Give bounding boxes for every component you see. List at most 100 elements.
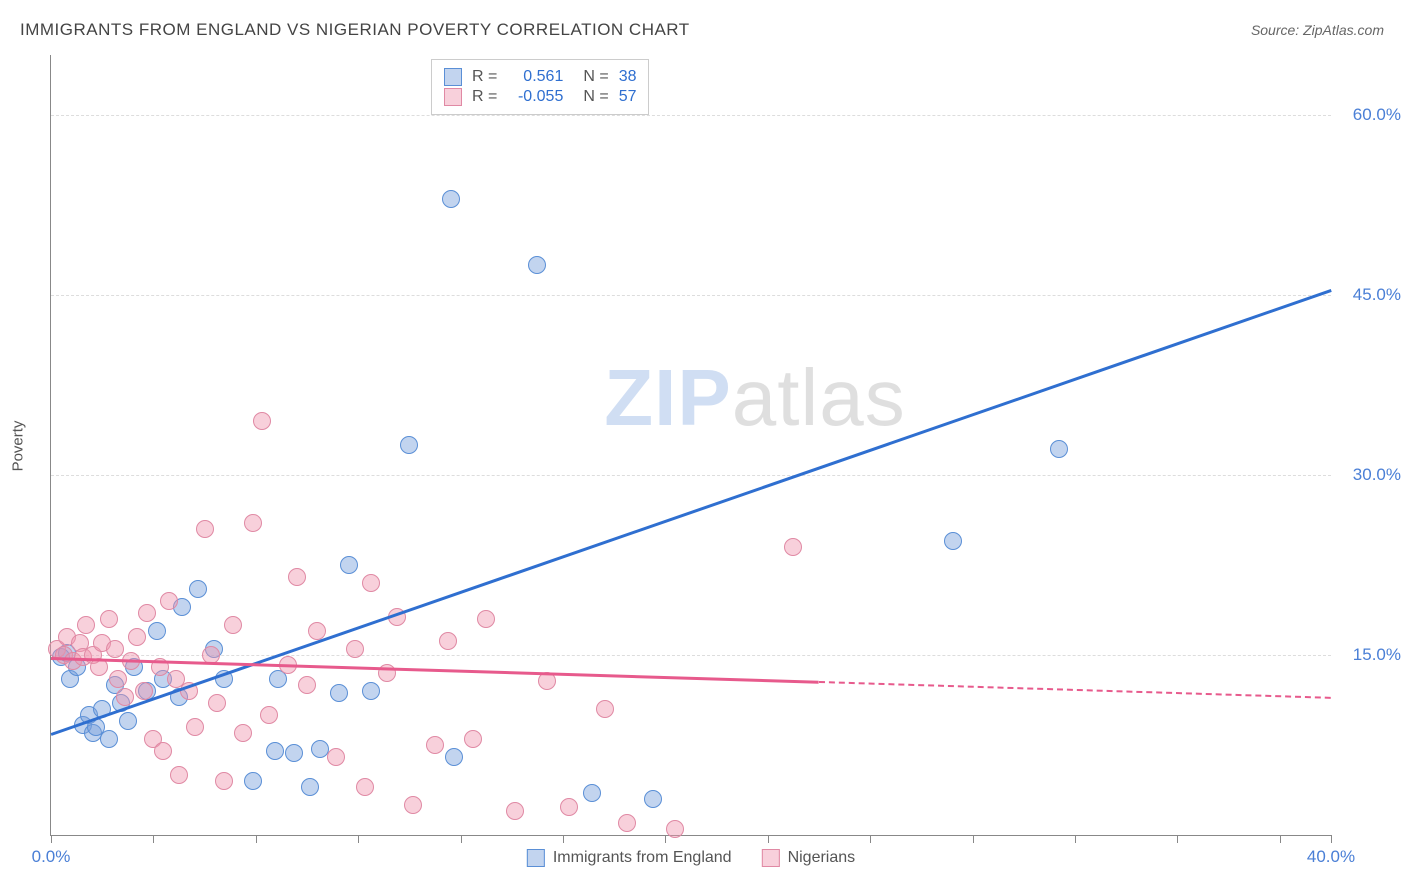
data-point [442, 190, 460, 208]
x-tick [1280, 835, 1281, 843]
data-point [583, 784, 601, 802]
data-point [560, 798, 578, 816]
data-point [160, 592, 178, 610]
legend-n-label: N = [583, 68, 608, 86]
scatter-plot-area: R = 0.561N = 38R = -0.055N = 57 ZIPatlas… [50, 55, 1331, 836]
data-point [944, 532, 962, 550]
gridline [51, 115, 1331, 116]
data-point [215, 772, 233, 790]
data-point [138, 604, 156, 622]
data-point [100, 730, 118, 748]
data-point [77, 616, 95, 634]
data-point [253, 412, 271, 430]
x-tick [1331, 835, 1332, 843]
watermark-bold: ZIP [604, 353, 731, 442]
x-tick [256, 835, 257, 843]
legend-swatch [527, 849, 545, 867]
data-point [244, 772, 262, 790]
data-point [784, 538, 802, 556]
source-name: ZipAtlas.com [1303, 22, 1384, 38]
data-point [298, 676, 316, 694]
data-point [128, 628, 146, 646]
data-point [1050, 440, 1068, 458]
x-tick [461, 835, 462, 843]
y-tick-label: 60.0% [1341, 105, 1401, 125]
legend-n-label: N = [583, 88, 608, 106]
data-point [234, 724, 252, 742]
data-point [288, 568, 306, 586]
x-tick-label: 0.0% [32, 847, 71, 867]
series-legend: Immigrants from England Nigerians [527, 849, 855, 867]
legend-r-value: 0.561 [507, 68, 563, 86]
x-tick [870, 835, 871, 843]
x-tick [1177, 835, 1178, 843]
trend-line [51, 289, 1332, 735]
x-tick [153, 835, 154, 843]
data-point [189, 580, 207, 598]
data-point [148, 622, 166, 640]
legend-n-value: 38 [619, 68, 637, 86]
y-axis-title: Poverty [10, 421, 27, 472]
data-point [644, 790, 662, 808]
data-point [356, 778, 374, 796]
y-tick-label: 30.0% [1341, 465, 1401, 485]
trend-line-extrapolated [819, 681, 1331, 699]
legend-item: Nigerians [762, 849, 856, 867]
data-point [106, 640, 124, 658]
x-tick [768, 835, 769, 843]
data-point [100, 610, 118, 628]
data-point [116, 688, 134, 706]
data-point [666, 820, 684, 838]
data-point [224, 616, 242, 634]
legend-swatch [444, 68, 462, 86]
legend-r-label: R = [472, 88, 497, 106]
legend-r-label: R = [472, 68, 497, 86]
source-attribution: Source: ZipAtlas.com [1251, 22, 1384, 38]
data-point [439, 632, 457, 650]
source-prefix: Source: [1251, 22, 1303, 38]
data-point [244, 514, 262, 532]
data-point [477, 610, 495, 628]
data-point [285, 744, 303, 762]
data-point [154, 742, 172, 760]
data-point [404, 796, 422, 814]
x-tick [665, 835, 666, 843]
data-point [506, 802, 524, 820]
y-tick-label: 45.0% [1341, 285, 1401, 305]
legend-item: Immigrants from England [527, 849, 732, 867]
data-point [596, 700, 614, 718]
data-point [196, 520, 214, 538]
data-point [170, 766, 188, 784]
data-point [426, 736, 444, 754]
legend-row: R = 0.561 N = 38 [444, 68, 636, 86]
data-point [445, 748, 463, 766]
data-point [260, 706, 278, 724]
data-point [618, 814, 636, 832]
data-point [186, 718, 204, 736]
legend-swatch [762, 849, 780, 867]
y-tick-label: 15.0% [1341, 645, 1401, 665]
data-point [301, 778, 319, 796]
watermark-light: atlas [732, 353, 906, 442]
data-point [119, 712, 137, 730]
data-point [538, 672, 556, 690]
legend-n-value: 57 [619, 88, 637, 106]
data-point [346, 640, 364, 658]
data-point [330, 684, 348, 702]
data-point [208, 694, 226, 712]
x-tick-label: 40.0% [1307, 847, 1355, 867]
chart-title: IMMIGRANTS FROM ENGLAND VS NIGERIAN POVE… [20, 20, 690, 40]
x-tick [563, 835, 564, 843]
data-point [400, 436, 418, 454]
watermark: ZIPatlas [604, 352, 905, 444]
data-point [340, 556, 358, 574]
data-point [464, 730, 482, 748]
data-point [266, 742, 284, 760]
x-tick [51, 835, 52, 843]
data-point [362, 682, 380, 700]
data-point [327, 748, 345, 766]
legend-swatch [444, 88, 462, 106]
legend-series-name: Nigerians [788, 849, 856, 867]
correlation-legend: R = 0.561N = 38R = -0.055N = 57 [431, 59, 649, 115]
x-tick [358, 835, 359, 843]
